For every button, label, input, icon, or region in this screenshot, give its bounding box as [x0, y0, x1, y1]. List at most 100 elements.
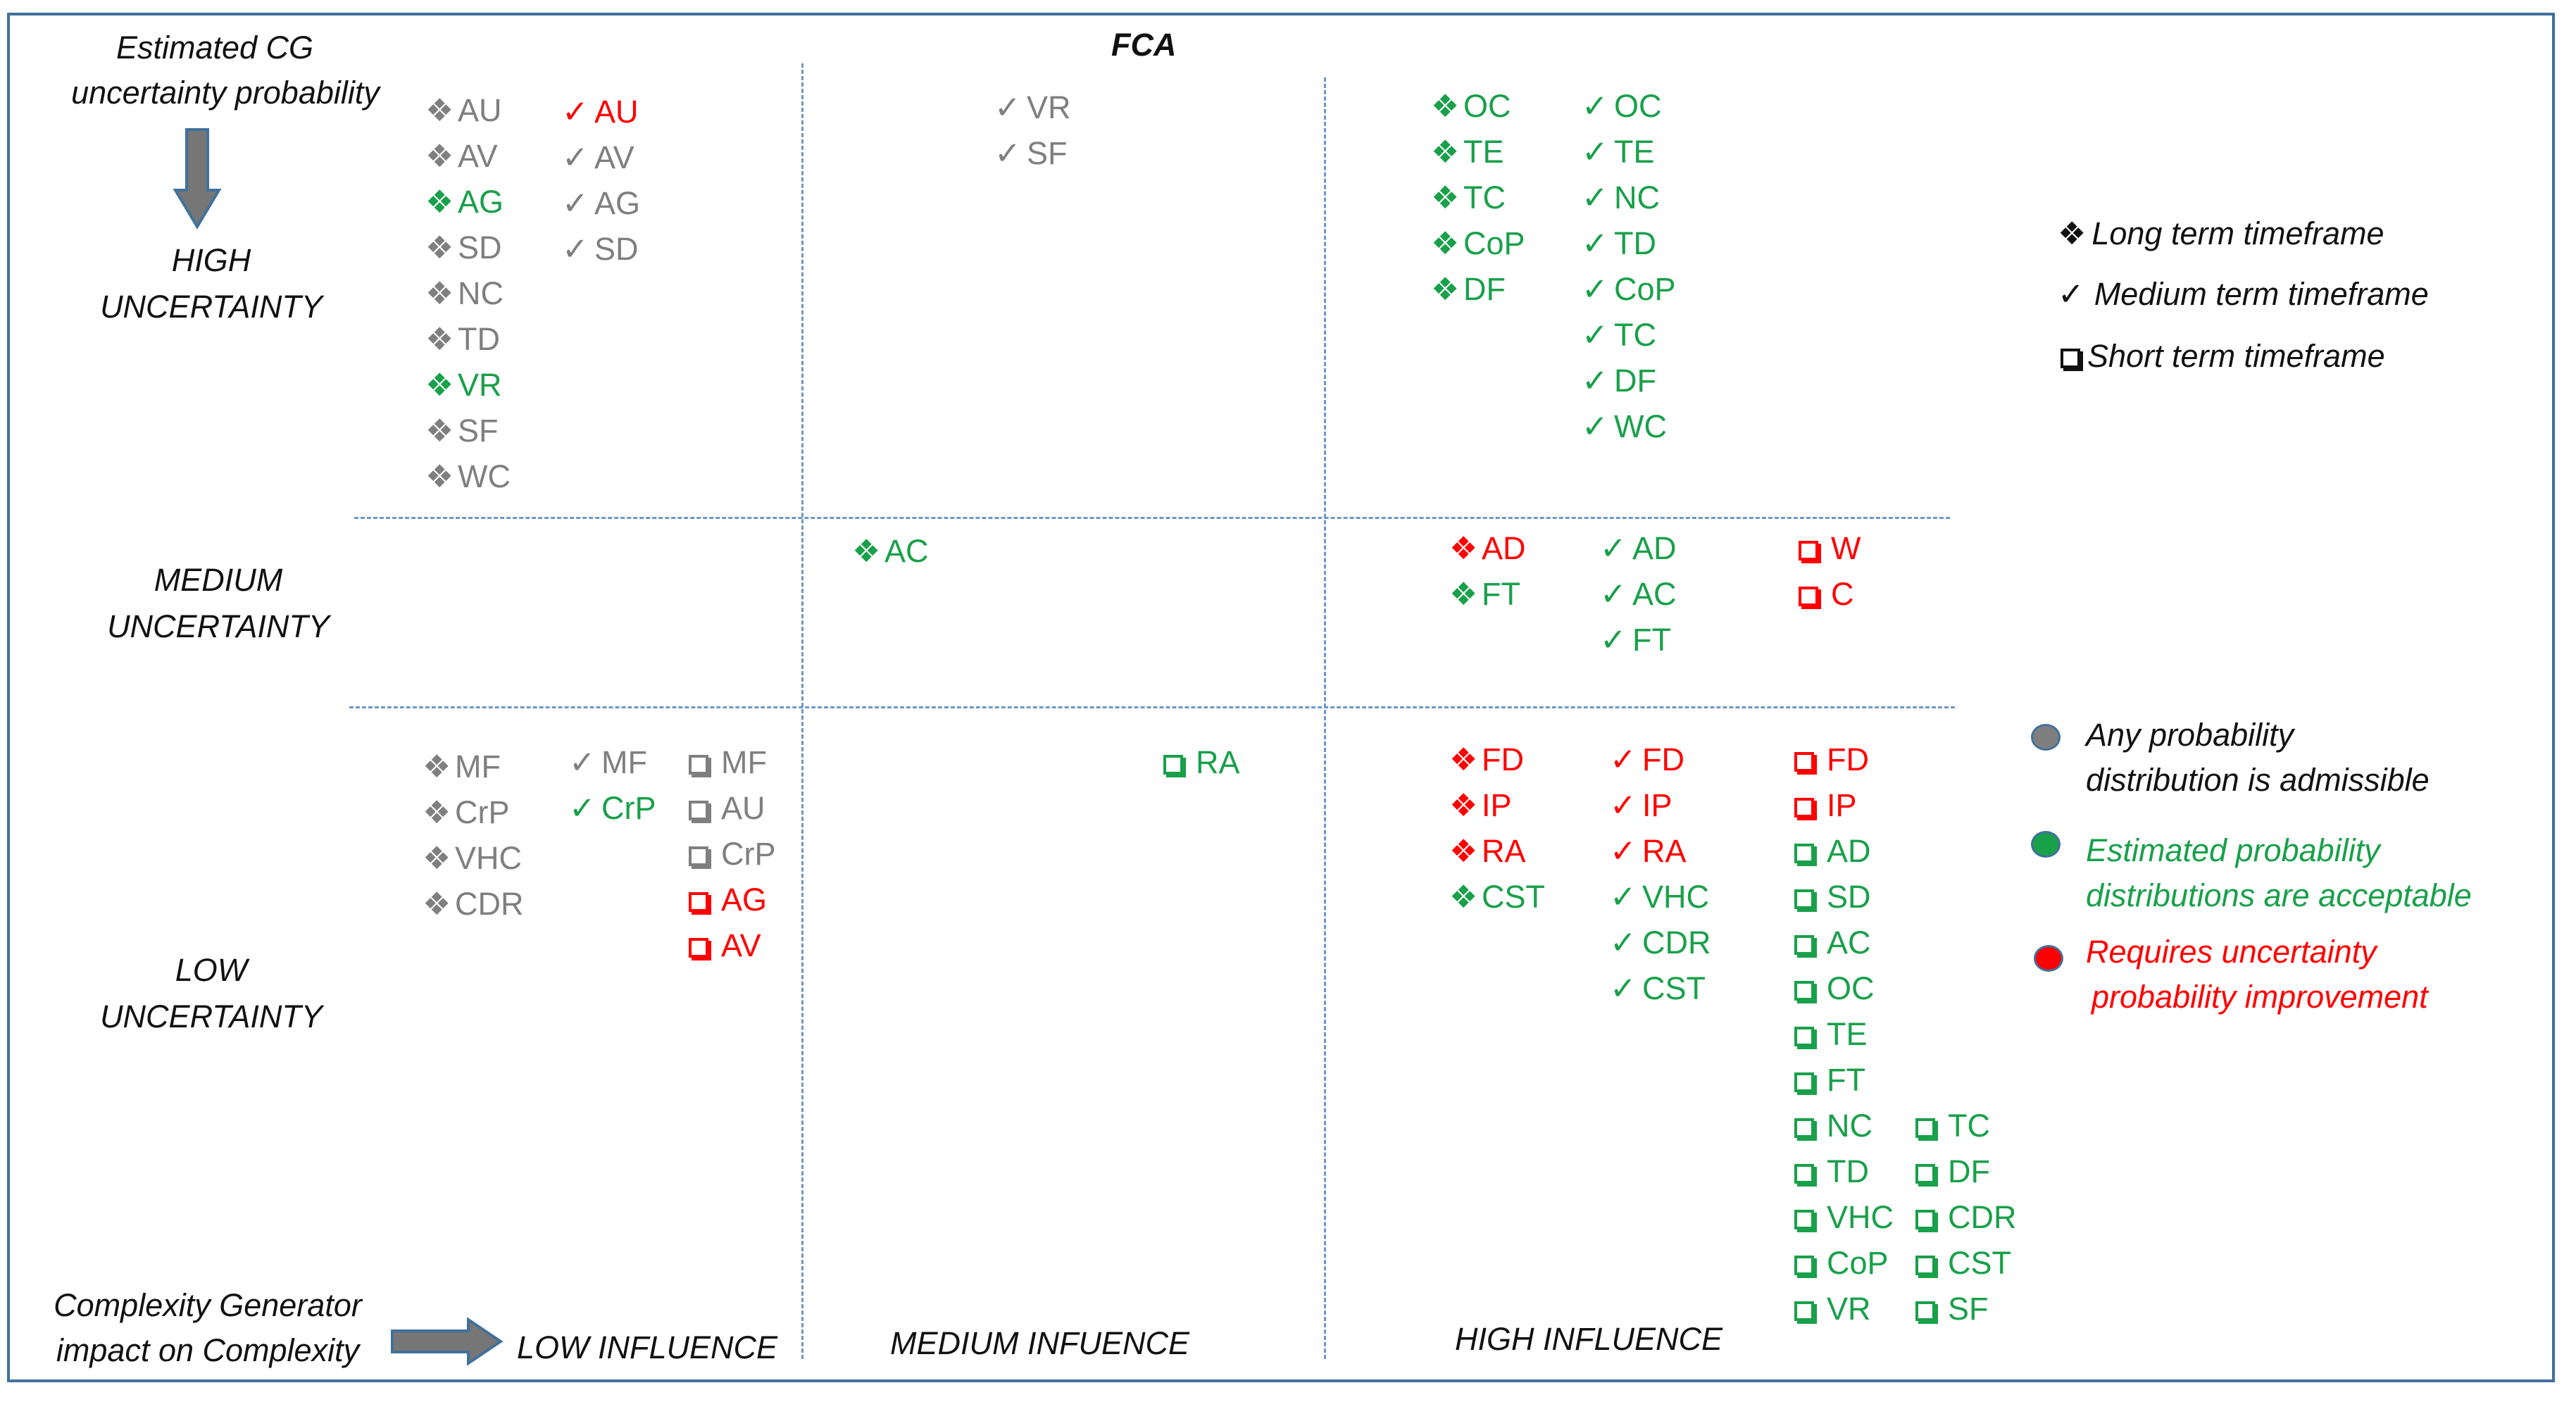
cg-item: ❖ SF	[425, 408, 511, 453]
long-term-icon: ❖	[1449, 741, 1478, 778]
short-term-icon	[1915, 1210, 1935, 1229]
short-term-icon	[1794, 1027, 1814, 1046]
cg-item-label: AC	[884, 533, 929, 569]
y-axis-title-line1: Estimated CG	[115, 30, 314, 65]
cg-item: FD	[1794, 737, 1894, 782]
x-axis-title-line1: Complexity Generator	[54, 1287, 362, 1323]
medium-term-icon: ✓	[1610, 970, 1637, 1007]
grid-line-vertical-2	[1324, 77, 1326, 1359]
cg-item-label: FD	[1827, 741, 1869, 777]
column-low-low-long: ❖ MF ❖ CrP ❖ VHC ❖ CDR	[423, 744, 524, 927]
cg-item: CoP	[1794, 1240, 1894, 1286]
long-term-icon: ❖	[423, 794, 451, 831]
long-term-icon: ❖	[425, 458, 454, 495]
column-low-medium-short: RA	[1163, 739, 1240, 785]
cg-item: ✓ MF	[569, 739, 656, 785]
cg-item-label: TC	[1463, 180, 1506, 215]
short-term-icon	[2061, 349, 2080, 368]
cg-item: ❖ TD	[425, 316, 511, 362]
long-term-icon: ❖	[1449, 530, 1478, 567]
cg-item: ✓ FD	[1610, 737, 1711, 782]
cg-item-label: SD	[1827, 879, 1871, 915]
cg-item-label: OC	[1827, 970, 1875, 1006]
right-arrow-icon	[391, 1317, 504, 1366]
cg-item-label: VHC	[1827, 1199, 1894, 1235]
cg-item-label: NC	[1827, 1108, 1872, 1144]
legend-any-line2: distribution is admissible	[2086, 762, 2430, 798]
diagram-frame	[7, 13, 2555, 1382]
long-term-icon: ❖	[425, 275, 454, 312]
cg-item: ❖ AG	[425, 179, 511, 225]
long-term-icon: ❖	[1431, 133, 1460, 170]
legend-short-term: Short term timeframe	[2061, 334, 2385, 379]
long-term-icon: ❖	[1431, 225, 1460, 262]
cg-item-label: CDR	[455, 886, 524, 922]
cg-item: ❖ FD	[1449, 737, 1545, 782]
short-term-icon	[1794, 1164, 1814, 1184]
high-uncertainty-line1: HIGH	[171, 242, 251, 278]
cg-item-label: DF	[1948, 1153, 1990, 1189]
high-influence-label: HIGH INFLUENCE	[1455, 1321, 1723, 1357]
medium-term-icon: ✓	[1582, 362, 1608, 399]
medium-term-icon: ✓	[1600, 575, 1627, 613]
cg-item-label: TE	[1614, 134, 1655, 170]
cg-item-label: FT	[1482, 576, 1520, 612]
cg-item-label: AU	[458, 92, 502, 128]
cg-item-label: TD	[1614, 225, 1656, 261]
cg-item: ❖ TE	[1431, 129, 1525, 175]
cg-item: ❖ AD	[1449, 525, 1526, 571]
cg-item: CrP	[689, 831, 776, 877]
long-term-icon: ❖	[1449, 878, 1478, 915]
cg-item-label: CDR	[1642, 925, 1711, 960]
down-arrow-icon	[173, 128, 222, 230]
column-low-low-short: MF AU CrP AG AV	[689, 739, 776, 968]
cg-item: ✓ NC	[1582, 175, 1676, 220]
medium-term-icon: ✓	[1610, 924, 1637, 961]
cg-item: ✓ AG	[562, 180, 640, 226]
long-term-icon: ❖	[1431, 270, 1460, 308]
short-term-icon	[1915, 1118, 1935, 1138]
cg-item: ❖ VHC	[423, 835, 524, 881]
cg-item-label: IP	[1827, 787, 1857, 823]
cg-item: MF	[689, 739, 776, 785]
cg-item: SD	[1794, 874, 1894, 920]
column-high-high-medium: ✓ OC ✓ TE ✓ NC ✓ TD ✓ CoP ✓ TC ✓ DF ✓ WC	[1582, 83, 1676, 449]
long-term-icon: ❖	[423, 839, 451, 877]
column-low-high-long: ❖ FD ❖ IP ❖ RA ❖ CST	[1449, 737, 1545, 920]
column-high-medium-medium: ✓ VR ✓ SF	[994, 85, 1071, 176]
medium-term-icon: ✓	[1582, 133, 1608, 170]
long-term-icon: ❖	[1449, 832, 1478, 870]
long-term-icon: ❖	[1449, 575, 1478, 613]
short-term-icon	[689, 938, 708, 958]
cg-item: ✓ SD	[562, 226, 640, 272]
cg-item: AD	[1794, 828, 1894, 874]
cg-item: CST	[1915, 1240, 2017, 1286]
long-term-icon: ❖	[425, 320, 454, 358]
long-term-icon: ❖	[2058, 215, 2087, 252]
cg-item: ❖ AV	[425, 133, 511, 179]
cg-item-label: TC	[1614, 317, 1656, 353]
cg-item-label: VR	[458, 367, 502, 403]
short-term-icon	[1794, 844, 1814, 863]
cg-item-label: CrP	[601, 790, 656, 826]
cg-item: TE	[1794, 1011, 1894, 1057]
medium-term-icon: ✓	[994, 134, 1021, 172]
cg-item-label: CrP	[455, 794, 510, 830]
cg-item-label: AG	[594, 185, 641, 221]
short-term-icon	[1799, 587, 1818, 606]
cg-item: ✓ VR	[994, 85, 1071, 130]
medium-term-icon: ✓	[994, 89, 1021, 126]
cg-item-label: OC	[1463, 88, 1511, 124]
cg-item-label: MF	[601, 744, 647, 780]
gray-dot-icon	[2031, 724, 2061, 751]
cg-item-label: SF	[1948, 1291, 1989, 1327]
cg-item: RA	[1163, 739, 1240, 785]
low-uncertainty-line1: LOW	[175, 952, 248, 988]
medium-term-icon: ✓	[1600, 621, 1627, 658]
long-term-icon: ❖	[852, 532, 881, 570]
cg-item: ❖ CoP	[1431, 220, 1525, 266]
cg-item: OC	[1794, 965, 1894, 1011]
cg-item: ✓ OC	[1582, 83, 1676, 129]
cg-item-label: SF	[458, 413, 499, 449]
